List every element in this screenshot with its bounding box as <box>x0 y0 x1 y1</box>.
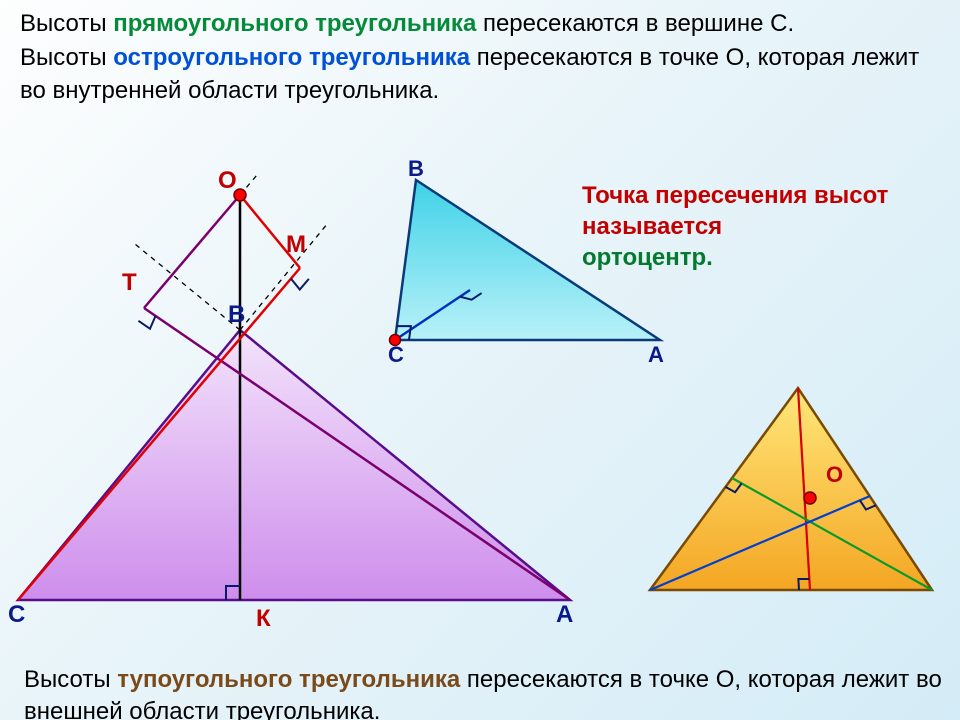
svg-text:О: О <box>826 462 843 487</box>
svg-text:A: A <box>556 601 573 628</box>
svg-text:В: В <box>408 156 424 181</box>
right-triangle: А В С <box>388 156 664 367</box>
svg-text:А: А <box>648 342 664 367</box>
diagram-svg: A В С К О Т М А В С О <box>0 0 960 720</box>
svg-text:С: С <box>8 601 25 628</box>
svg-text:О: О <box>218 167 237 194</box>
svg-text:М: М <box>286 231 306 258</box>
acute-triangle: О <box>650 388 932 590</box>
svg-text:В: В <box>228 301 245 328</box>
svg-text:С: С <box>388 342 404 367</box>
svg-text:Т: Т <box>122 269 137 296</box>
svg-text:К: К <box>256 605 271 632</box>
